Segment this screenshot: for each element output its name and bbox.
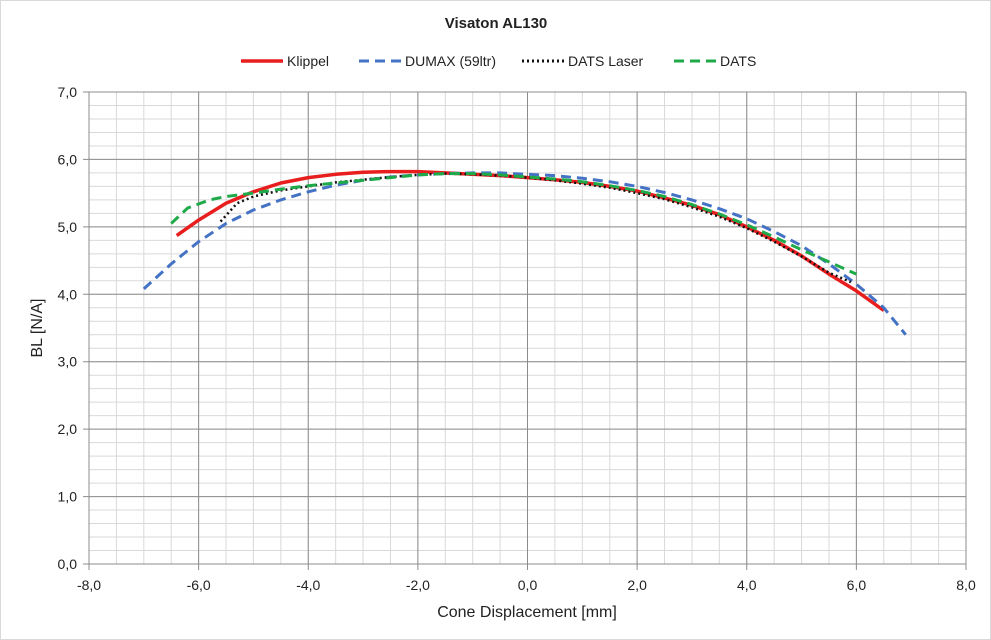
- tick-labels: -8,0 -6,0 -4,0 -2,0 0,0 2,0 4,0 6,0 8,0 0,0 1,0 2,0…: [58, 84, 976, 593]
- y-tick-label: 1,0: [58, 489, 78, 505]
- series-line-klippel: [175, 169, 885, 312]
- y-tick-label: 0,0: [58, 556, 78, 572]
- y-tick-label: 5,0: [58, 219, 78, 235]
- x-tick-label: 2,0: [627, 577, 647, 593]
- legend-label: DUMAX (59ltr): [405, 53, 496, 69]
- legend-label: DATS: [720, 53, 756, 69]
- legend-label: Klippel: [287, 53, 329, 69]
- y-axis-label: BL [N/A]: [29, 299, 46, 358]
- x-tick-label: -4,0: [296, 577, 320, 593]
- y-tick-label: 7,0: [58, 84, 78, 100]
- series-line-dumax-59ltr: [142, 171, 907, 336]
- x-tick-label: 0,0: [518, 577, 538, 593]
- x-tick-label: 4,0: [737, 577, 757, 593]
- major-gridlines: [83, 91, 967, 570]
- x-tick-label: 6,0: [847, 577, 867, 593]
- y-tick-label: 6,0: [58, 151, 78, 167]
- y-tick-label: 2,0: [58, 421, 78, 437]
- x-tick-label: -2,0: [406, 577, 430, 593]
- x-tick-label: 8,0: [956, 577, 976, 593]
- x-tick-label: -6,0: [187, 577, 211, 593]
- y-tick-label: 4,0: [58, 286, 78, 302]
- legend-label: DATS Laser: [568, 53, 644, 69]
- series-lines: [142, 169, 907, 336]
- y-tick-label: 3,0: [58, 354, 78, 370]
- chart-title: Visaton AL130: [445, 15, 548, 32]
- series-line-dats: [170, 172, 858, 276]
- x-tick-label: -8,0: [77, 577, 101, 593]
- legend: Klippel DUMAX (59ltr) DATS Laser DATS: [241, 53, 756, 69]
- x-axis-label: Cone Displacement [mm]: [437, 604, 617, 621]
